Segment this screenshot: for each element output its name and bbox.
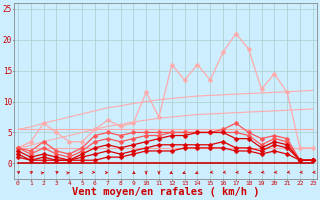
X-axis label: Vent moyen/en rafales ( km/h ): Vent moyen/en rafales ( km/h ) <box>72 187 259 197</box>
